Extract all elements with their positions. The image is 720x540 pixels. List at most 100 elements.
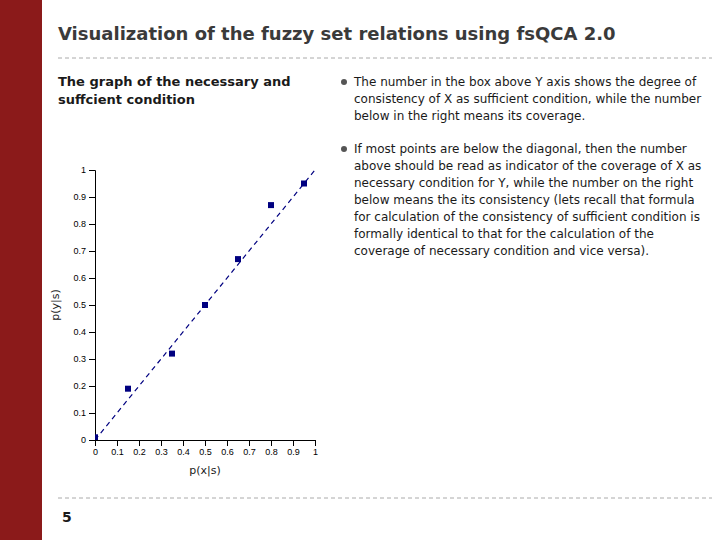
x-axis-tick-mark [161,440,162,446]
y-axis-tick-label: 1 [81,165,86,175]
y-axis-tick-mark [89,332,95,333]
x-axis-tick-label: 0.1 [111,447,124,457]
y-axis-tick-mark [89,305,95,306]
x-axis-tick: 0 [93,440,98,457]
x-axis-tick-mark [227,440,228,446]
y-axis-line [89,171,96,441]
x-axis-tick-mark [249,440,250,446]
slide: Visualization of the fuzzy set relations… [0,0,720,540]
y-axis-tick-mark [89,386,95,387]
y-axis-tick-mark [89,224,95,225]
x-axis-tick-mark [117,440,118,446]
x-axis-tick-mark [183,440,184,446]
x-axis-tick: 0.5 [199,440,212,457]
x-axis-tick-label: 0.8 [265,447,278,457]
x-axis-tick-label: 0.7 [243,447,256,457]
text-line: formally identical to that for the calcu… [354,227,654,241]
x-axis-tick: 0.8 [265,440,278,457]
y-axis-tick: 1 [81,165,95,175]
text-line: for calculation of the consistency of su… [354,210,700,224]
x-axis-tick: 0.1 [111,440,124,457]
y-axis-tick-label: 0.1 [73,408,86,418]
marks [95,170,315,440]
scatter-point [125,386,131,392]
x-axis-tick-label: 0.4 [177,447,190,457]
y-axis-tick-label: 0.7 [73,246,86,256]
y-axis-tick-mark [89,251,95,252]
x-axis-tick-mark [139,440,140,446]
subtitle: The graph of the necessary and suffcient … [58,74,291,107]
y-axis-tick-mark [89,440,95,441]
x-axis-tick: 0.6 [221,440,234,457]
slide-number: 5 [62,509,72,525]
x-axis-tick: 0.9 [287,440,300,457]
y-axis-tick-label: 0.9 [73,192,86,202]
x-axis-tick-mark [315,440,316,446]
x-axis-tick-label: 0.9 [287,447,300,457]
y-axis-tick: 0.7 [73,246,95,256]
y-axis-tick-label: 0.3 [73,354,86,364]
x-axis-tick-label: 0 [93,447,98,457]
y-axis-tick-label: 0.6 [73,273,86,283]
text-line: The graph of the necessary and [58,74,291,89]
left-strip [0,0,42,540]
plot: 00.10.20.30.40.50.60.70.80.9100.10.20.30… [49,165,318,477]
x-axis-label: p(x|s) [189,464,221,477]
text-line: below in the right means its coverage. [354,109,585,123]
y-axis-tick: 0.3 [73,354,95,364]
bullet-text: The number in the box above Y axis shows… [353,75,701,123]
scatter-points [95,181,307,441]
y-axis-tick: 0.6 [73,273,95,283]
x-axis-tick-mark [293,440,294,446]
x-axis-tick-label: 1 [313,447,318,457]
text-line: The number in the box above Y axis shows… [353,75,697,89]
scatter-point [268,202,274,208]
y-axis-tick-label: 0 [81,435,86,445]
text-line: suffcient condition [58,92,195,107]
text-line: coverage of necessary condition and vice… [354,244,649,258]
separator [58,498,712,499]
bullet [341,146,347,152]
y-axis-tick-mark [89,278,95,279]
y-axis-tick-label: 0.8 [73,219,86,229]
text-line: necessary condition for Y, while the num… [354,176,693,190]
y-axis-tick: 0 [81,435,95,445]
x-axis-tick-label: 0.2 [133,447,146,457]
scatter-point [169,351,175,357]
y-axis-tick-label: 0.5 [73,300,86,310]
y-axis-tick-mark [89,413,95,414]
diagonal-line [95,170,315,440]
y-axis-tick-mark [89,197,95,198]
x-axis-tick: 0.4 [177,440,190,457]
y-axis-tick-label: 0.4 [73,327,86,337]
y-axis-tick: 0.8 [73,219,95,229]
y-axis: 00.10.20.30.40.50.60.70.80.91 [73,165,95,445]
x-axis-line [96,441,316,447]
title: Visualization of the fuzzy set relations… [58,23,616,44]
text-line: consistency of X as sufficient condition… [354,92,701,106]
text-line: If most points are below the diagonal, t… [354,142,687,156]
y-axis-tick: 0.9 [73,192,95,202]
x-axis-tick: 0.7 [243,440,256,457]
scatter-point [95,434,98,440]
x-axis-tick-mark [205,440,206,446]
scatter-point [301,181,307,187]
bullet-text: If most points are below the diagonal, t… [354,142,701,258]
x-axis-tick-label: 0.5 [199,447,212,457]
separator [58,58,712,59]
scatter-point [235,256,241,262]
y-axis-tick: 0.4 [73,327,95,337]
x-axis-tick-label: 0.3 [155,447,168,457]
x-axis-tick: 1 [313,440,318,457]
x-axis-tick-mark [271,440,272,446]
y-axis-label: p(y|s) [49,289,62,321]
x-axis-tick-label: 0.6 [221,447,234,457]
y-axis-tick-mark [89,170,95,171]
x-axis-tick: 0.2 [133,440,146,457]
y-axis-tick: 0.5 [73,300,95,310]
text-line: Visualization of the fuzzy set relations… [58,23,616,44]
text-line: above should be read as indicator of the… [354,159,701,173]
y-axis-tick-mark [89,359,95,360]
text-line: below means the its consistency (lets re… [354,193,695,207]
bullet [341,79,347,85]
